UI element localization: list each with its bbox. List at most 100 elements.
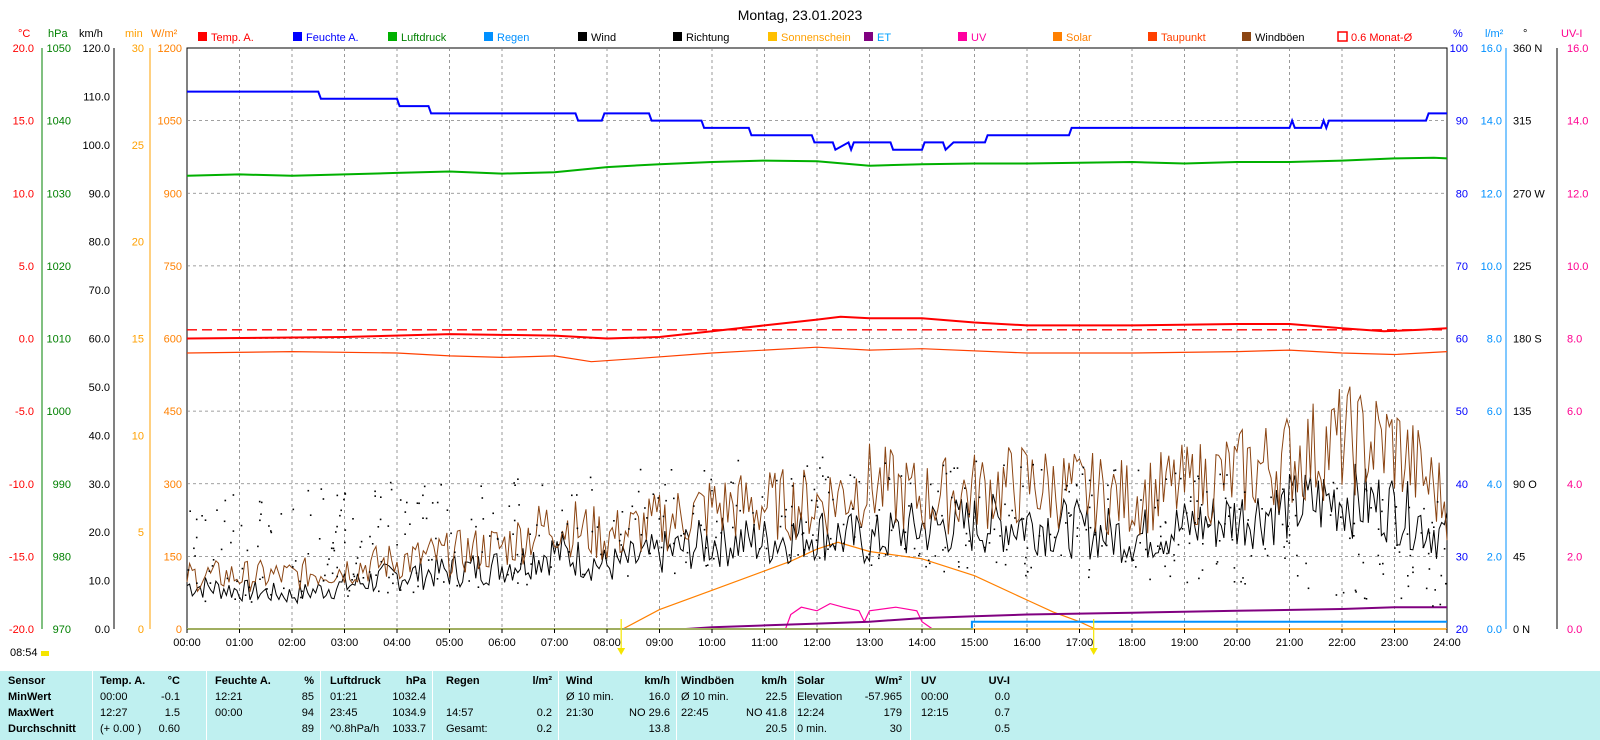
direction-dot bbox=[618, 539, 621, 542]
stats-cell: Windböen bbox=[681, 675, 735, 687]
direction-dot bbox=[1159, 548, 1162, 550]
series-line bbox=[186, 386, 1448, 593]
direction-dot bbox=[1066, 485, 1068, 487]
direction-dot bbox=[492, 512, 494, 515]
sunshine-tick-label: 20 bbox=[132, 237, 144, 249]
direction-dot bbox=[307, 553, 310, 555]
legend-label: Taupunkt bbox=[1161, 32, 1206, 44]
solar-tick-label: 1200 bbox=[158, 43, 182, 55]
pressure-tick-label: 970 bbox=[53, 624, 71, 636]
stats-cell: km/h bbox=[644, 675, 670, 687]
direction-dot bbox=[1069, 515, 1071, 517]
direction-dot bbox=[1394, 547, 1396, 549]
direction-dot bbox=[1394, 522, 1397, 525]
direction-dot bbox=[875, 514, 878, 517]
direction-dot bbox=[1335, 594, 1338, 596]
direction-dot bbox=[660, 546, 663, 549]
solar-tick-label: 600 bbox=[164, 334, 182, 346]
temp-tick-label: -10.0 bbox=[9, 479, 34, 491]
direction-dot bbox=[1020, 466, 1022, 468]
direction-dot bbox=[827, 476, 829, 478]
direction-dot bbox=[589, 476, 592, 479]
direction-dot bbox=[1288, 534, 1291, 536]
x-tick-label: 03:00 bbox=[331, 637, 359, 649]
direction-dot bbox=[1427, 552, 1430, 555]
uv-tick-label: 16.0 bbox=[1567, 43, 1588, 55]
direction-dot bbox=[470, 518, 473, 521]
direction-dot bbox=[422, 517, 424, 519]
wind-tick-label: 0.0 bbox=[95, 624, 110, 636]
stats-cell: NO 29.6 bbox=[629, 707, 670, 719]
legend-label: Richtung bbox=[686, 32, 729, 44]
x-tick-label: 05:00 bbox=[436, 637, 464, 649]
direction-dot bbox=[739, 509, 741, 512]
direction-dot bbox=[1165, 478, 1168, 480]
direction-dot bbox=[686, 551, 689, 554]
direction-dot bbox=[713, 557, 715, 560]
direction-tick-label: 270 W bbox=[1513, 188, 1545, 200]
direction-dot bbox=[1159, 525, 1162, 528]
stats-row: MinWert 00:00 -0.1 12:21 85 01:21 1032.4 Ø 10 m… bbox=[0, 691, 1600, 707]
legend-label: 0.6 Monat-Ø bbox=[1351, 32, 1413, 44]
direction-dot bbox=[1423, 507, 1425, 510]
x-tick-label: 06:00 bbox=[488, 637, 516, 649]
direction-dot bbox=[949, 470, 952, 473]
direction-dot bbox=[828, 491, 830, 494]
stats-cell: Ø 10 min. bbox=[681, 691, 729, 703]
direction-dot bbox=[815, 539, 818, 541]
direction-dot bbox=[1194, 522, 1196, 524]
direction-dot bbox=[849, 474, 852, 476]
direction-dot bbox=[621, 511, 624, 513]
stats-cell: MinWert bbox=[8, 691, 52, 703]
legend-item: Taupunkt bbox=[1148, 32, 1206, 44]
stats-cell: NO 41.8 bbox=[746, 707, 787, 719]
direction-dot bbox=[819, 467, 821, 469]
direction-dot bbox=[482, 518, 485, 520]
direction-dot bbox=[1365, 598, 1368, 600]
direction-dot bbox=[425, 517, 428, 520]
direction-dot bbox=[1053, 536, 1056, 539]
direction-dot bbox=[1188, 542, 1191, 545]
direction-dot bbox=[246, 549, 249, 552]
direction-dot bbox=[380, 496, 382, 498]
direction-dot bbox=[374, 495, 376, 497]
direction-dot bbox=[244, 594, 247, 596]
x-tick-label: 21:00 bbox=[1276, 637, 1304, 649]
direction-dot bbox=[194, 555, 196, 557]
solar-tick-label: 1050 bbox=[158, 116, 182, 128]
direction-dot bbox=[236, 580, 238, 583]
direction-dot bbox=[591, 489, 593, 491]
direction-dot bbox=[332, 542, 334, 544]
wind-unit: km/h bbox=[79, 28, 103, 40]
direction-dot bbox=[918, 554, 920, 557]
direction-dot bbox=[1228, 515, 1230, 517]
stats-cell: Gesamt: bbox=[446, 723, 488, 735]
legend-label: Temp. A. bbox=[211, 32, 254, 44]
direction-dot bbox=[812, 534, 814, 536]
direction-dot bbox=[375, 574, 377, 576]
stats-cell: Luftdruck bbox=[330, 675, 381, 687]
direction-dot bbox=[1266, 554, 1269, 557]
direction-dot bbox=[1247, 519, 1249, 521]
direction-dot bbox=[362, 577, 365, 579]
direction-dot bbox=[582, 573, 584, 576]
uv-tick-label: 2.0 bbox=[1567, 551, 1582, 563]
direction-dot bbox=[1038, 535, 1041, 537]
sunshine-tick-label: 25 bbox=[132, 140, 144, 152]
legend-label: Feuchte A. bbox=[306, 32, 359, 44]
direction-dot bbox=[822, 475, 824, 477]
direction-dot bbox=[1412, 566, 1414, 569]
direction-dot bbox=[368, 571, 371, 573]
rain-tick-label: 10.0 bbox=[1481, 261, 1502, 273]
direction-dot bbox=[711, 489, 713, 492]
direction-dot bbox=[888, 478, 891, 481]
direction-dot bbox=[1382, 573, 1385, 575]
stats-cell: 0.5 bbox=[994, 723, 1010, 735]
stats-cell: Feuchte A. bbox=[215, 675, 271, 687]
series-line bbox=[186, 156, 1448, 177]
direction-dot bbox=[1190, 496, 1192, 498]
direction-dot bbox=[1382, 562, 1384, 565]
direction-dot bbox=[431, 502, 434, 504]
series-dots bbox=[187, 456, 1447, 607]
direction-dot bbox=[1004, 503, 1006, 506]
